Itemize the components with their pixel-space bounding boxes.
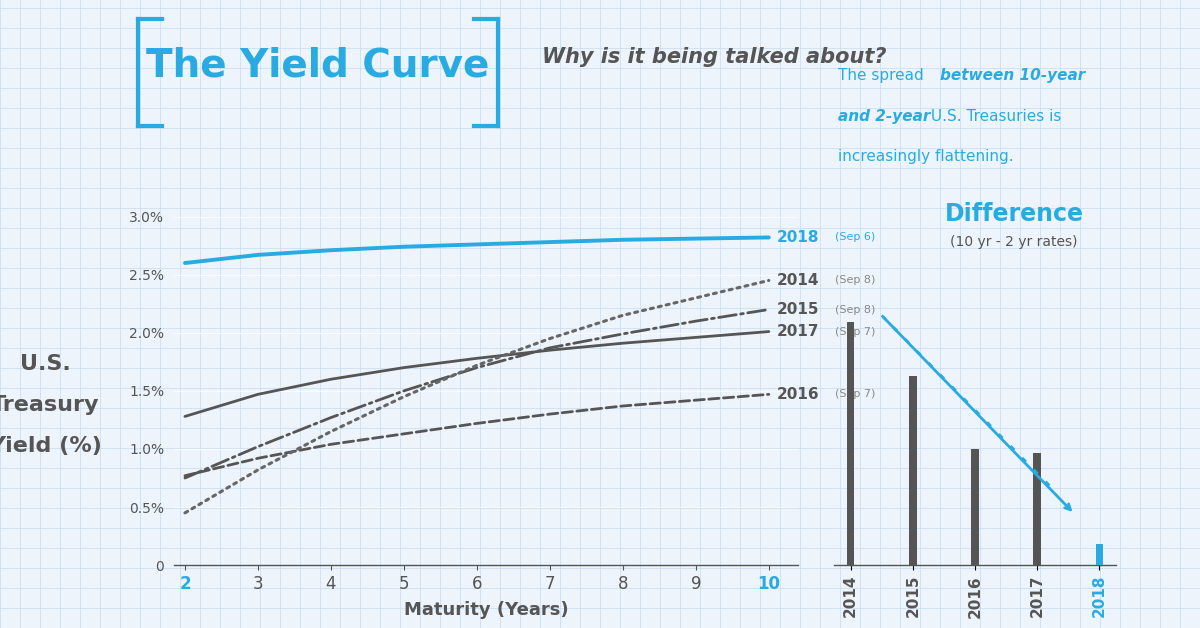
Text: 2018: 2018 xyxy=(778,230,820,245)
Text: 2015: 2015 xyxy=(778,302,820,317)
Text: increasingly flattening.: increasingly flattening. xyxy=(838,149,1013,165)
Text: The spread: The spread xyxy=(838,68,929,83)
Text: Yield (%): Yield (%) xyxy=(0,436,102,456)
Text: Why is it being talked about?: Why is it being talked about? xyxy=(541,46,887,67)
Text: (Sep 7): (Sep 7) xyxy=(835,389,876,399)
Text: 2017: 2017 xyxy=(778,324,820,339)
Text: between 10-year: between 10-year xyxy=(940,68,1085,83)
Text: (Sep 7): (Sep 7) xyxy=(835,327,876,337)
Text: (10 yr - 2 yr rates): (10 yr - 2 yr rates) xyxy=(950,235,1078,249)
Text: 2014: 2014 xyxy=(778,273,820,288)
Bar xyxy=(1033,453,1040,565)
Text: U.S.: U.S. xyxy=(20,354,71,374)
Bar xyxy=(847,322,854,565)
Text: (Sep 8): (Sep 8) xyxy=(835,305,876,315)
Text: (Sep 6): (Sep 6) xyxy=(835,232,876,242)
Bar xyxy=(971,450,979,565)
Text: Treasury: Treasury xyxy=(0,395,100,415)
Text: and 2-year: and 2-year xyxy=(838,109,930,124)
Bar xyxy=(1096,544,1103,565)
X-axis label: Maturity (Years): Maturity (Years) xyxy=(403,601,569,619)
Text: 2016: 2016 xyxy=(778,387,820,402)
Text: (Sep 8): (Sep 8) xyxy=(835,276,876,286)
Text: U.S. Treasuries is: U.S. Treasuries is xyxy=(926,109,1062,124)
Text: The Yield Curve: The Yield Curve xyxy=(146,47,490,85)
Bar xyxy=(910,376,917,565)
Text: Difference: Difference xyxy=(944,202,1084,225)
